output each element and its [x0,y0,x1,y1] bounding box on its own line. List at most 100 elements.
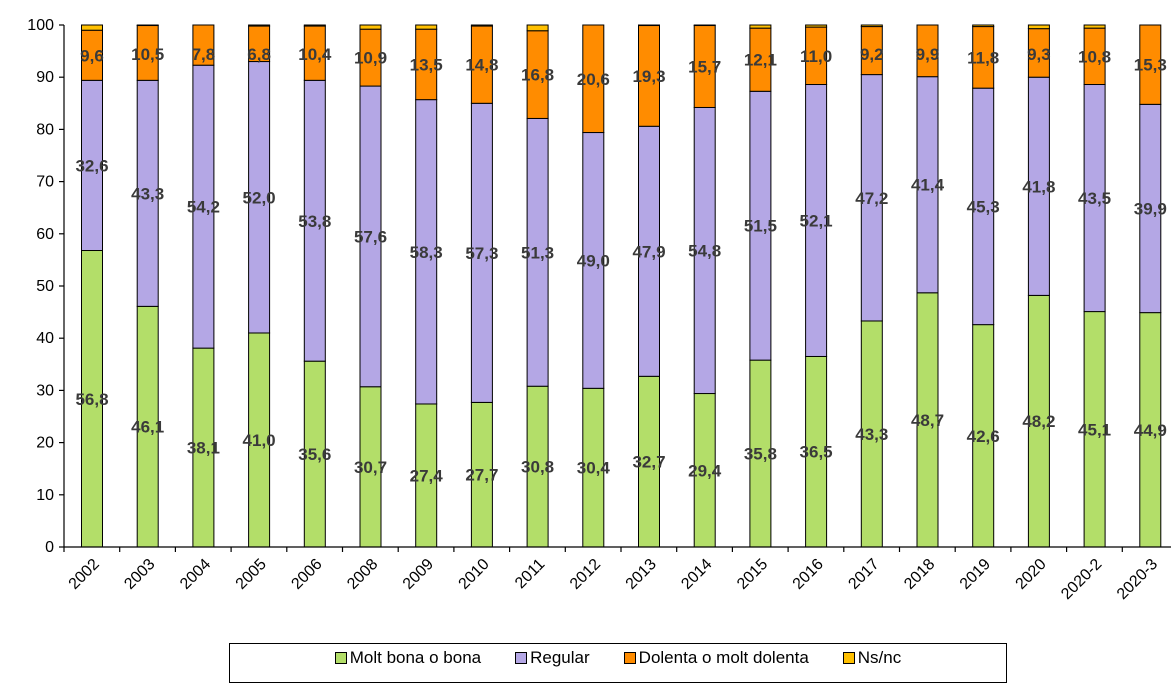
data-label-dolenta-o-molt-dolenta-2008: 10,9 [354,49,387,68]
data-label-molt-bona-o-bona-2020-3: 44,9 [1134,421,1167,440]
data-label-dolenta-o-molt-dolenta-2020-2: 10,8 [1078,47,1111,66]
x-tick-label-2006: 2006 [288,556,325,593]
x-tick-label-2010: 2010 [456,556,493,593]
legend-label-regular: Regular [530,648,590,667]
data-label-regular-2004: 54,2 [187,198,220,217]
data-label-regular-2005: 52,0 [243,188,276,207]
data-label-molt-bona-o-bona-2020-2: 45,1 [1078,420,1111,439]
bar-ns-nc-2008 [359,24,382,30]
data-label-regular-2020: 41,8 [1022,177,1055,196]
y-tick-label-60: 60 [36,226,54,243]
bar-ns-nc-2020-2 [1083,24,1106,29]
data-label-regular-2012: 49,0 [577,251,610,270]
bar-dolenta-o-molt-dolenta-2020-3 [1139,24,1162,105]
data-label-regular-2018: 41,4 [911,176,945,195]
data-label-dolenta-o-molt-dolenta-2004: 7,8 [192,45,216,64]
data-label-regular-2011: 51,3 [521,243,554,262]
legend-item-dolenta: Dolenta o molt dolenta [623,648,809,668]
y-tick-label-40: 40 [36,330,54,347]
y-tick-label-20: 20 [36,435,54,452]
data-label-dolenta-o-molt-dolenta-2009: 13,5 [410,55,443,74]
data-label-regular-2010: 57,3 [465,244,498,263]
legend-item-ns-nc: Ns/nc [842,648,902,668]
bar-ns-nc-2014 [693,24,716,27]
legend: Molt bona o bona Regular Dolenta o molt … [229,643,1007,683]
x-tick-label-2002: 2002 [66,556,103,593]
data-label-dolenta-o-molt-dolenta-2017: 9,2 [860,45,884,64]
legend-swatch-dolenta [623,652,636,664]
legend-label-ns-nc: Ns/nc [857,648,902,667]
x-tick-label-2008: 2008 [344,556,381,593]
data-label-dolenta-o-molt-dolenta-2015: 12,1 [744,51,777,70]
data-label-molt-bona-o-bona-2004: 38,1 [187,439,220,458]
data-label-dolenta-o-molt-dolenta-2014: 15,7 [688,57,721,76]
y-tick-label-50: 50 [36,278,54,295]
x-tick-label-2014: 2014 [678,556,715,593]
data-label-regular-2016: 52,1 [800,211,833,230]
x-tick-label-2013: 2013 [623,556,660,593]
bar-ns-nc-2006 [303,24,326,27]
y-tick-label-80: 80 [36,121,54,138]
data-label-dolenta-o-molt-dolenta-2002: 9,6 [80,46,104,65]
data-label-molt-bona-o-bona-2015: 35,8 [744,445,777,464]
x-tick-label-2016: 2016 [790,556,827,593]
data-label-molt-bona-o-bona-2016: 36,5 [800,443,833,462]
data-label-regular-2013: 47,9 [632,242,665,261]
data-label-regular-2020-2: 43,5 [1078,189,1111,208]
bars-layer [81,24,1162,548]
bar-ns-nc-2005 [248,24,271,27]
data-label-molt-bona-o-bona-2005: 41,0 [243,431,276,450]
data-label-dolenta-o-molt-dolenta-2013: 19,3 [632,67,665,86]
data-label-regular-2003: 43,3 [131,184,164,203]
data-label-regular-2015: 51,5 [744,217,777,236]
bar-ns-nc-2013 [638,24,660,27]
x-tick-label-2004: 2004 [177,556,214,593]
x-tick-label-2017: 2017 [845,556,882,593]
data-label-molt-bona-o-bona-2008: 30,7 [354,458,387,477]
legend-swatch-molt-bona [334,652,347,664]
data-label-regular-2009: 58,3 [410,243,443,262]
data-label-dolenta-o-molt-dolenta-2020-3: 15,3 [1134,55,1167,74]
data-label-molt-bona-o-bona-2006: 35,6 [298,445,331,464]
x-tick-label-2018: 2018 [901,556,938,593]
data-label-dolenta-o-molt-dolenta-2006: 10,4 [298,45,332,64]
bar-ns-nc-2003 [136,24,159,27]
bar-ns-nc-2009 [415,24,438,30]
x-tick-label-2005: 2005 [233,556,270,593]
x-tick-label-2011: 2011 [512,556,548,592]
data-label-molt-bona-o-bona-2014: 29,4 [688,461,722,480]
data-label-molt-bona-o-bona-2013: 32,7 [632,453,665,472]
data-label-regular-2020-3: 39,9 [1134,199,1167,218]
data-label-molt-bona-o-bona-2017: 43,3 [855,425,888,444]
x-tick-label-2019: 2019 [957,556,994,593]
bar-ns-nc-2015 [749,24,772,29]
data-label-regular-2019: 45,3 [967,197,1000,216]
bar-ns-nc-2016 [805,24,828,28]
data-label-molt-bona-o-bona-2020: 48,2 [1022,412,1055,431]
y-tick-label-10: 10 [36,487,54,504]
data-label-dolenta-o-molt-dolenta-2012: 20,6 [577,70,610,89]
data-label-dolenta-o-molt-dolenta-2003: 10,5 [131,45,164,64]
data-label-molt-bona-o-bona-2018: 48,7 [911,411,944,430]
data-label-molt-bona-o-bona-2019: 42,6 [967,427,1000,446]
data-label-dolenta-o-molt-dolenta-2016: 11,0 [800,47,832,66]
y-tick-label-30: 30 [36,382,54,399]
data-labels-layer: 56,8 32,6 9,6 46,1 43,3 10,5 38,1 54,2 7,8 41,0 52… [75,45,1166,485]
data-label-regular-2014: 54,8 [688,242,721,261]
legend-label-dolenta: Dolenta o molt dolenta [638,648,809,667]
x-tick-label-2020: 2020 [1013,556,1050,593]
legend-swatch-ns-nc [842,652,855,664]
legend-item-regular: Regular [515,648,590,668]
bar-dolenta-o-molt-dolenta-2012 [582,24,605,134]
y-tick-label-100: 100 [27,17,54,34]
x-tick-label-2009: 2009 [400,556,437,593]
data-label-regular-2008: 57,6 [354,227,387,246]
data-label-molt-bona-o-bona-2012: 30,4 [577,459,611,478]
data-label-dolenta-o-molt-dolenta-2020: 9,3 [1027,45,1051,64]
legend-label-molt-bona: Molt bona o bona [349,648,482,667]
data-label-molt-bona-o-bona-2003: 46,1 [131,418,164,437]
data-label-dolenta-o-molt-dolenta-2010: 14,8 [465,56,498,75]
x-tick-label-2003: 2003 [121,556,158,593]
data-label-dolenta-o-molt-dolenta-2011: 16,8 [521,66,554,85]
